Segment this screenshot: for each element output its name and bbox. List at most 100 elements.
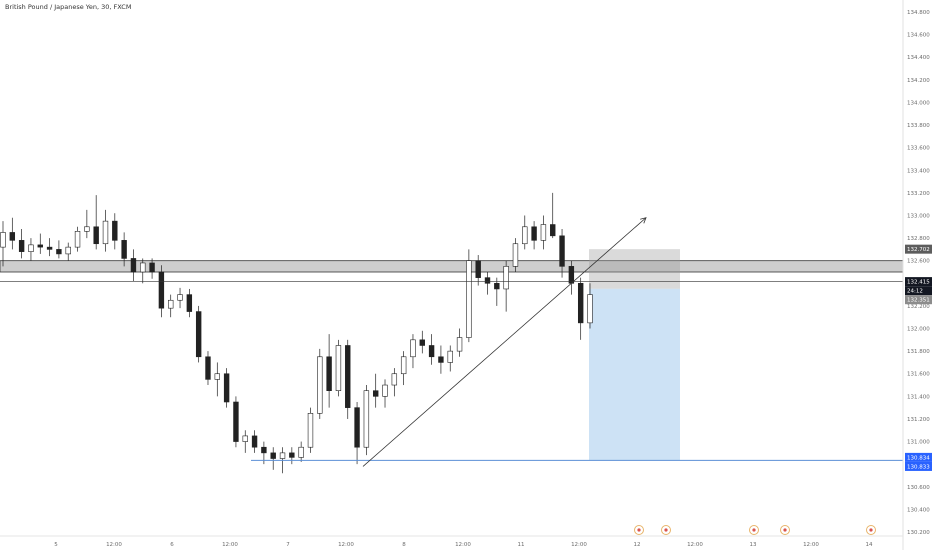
y-tick-label: 134.400	[907, 55, 930, 61]
candle	[168, 294, 174, 318]
y-tick-label: 131.000	[907, 440, 930, 446]
candle	[289, 447, 295, 465]
y-tick-label: 134.000	[907, 100, 930, 106]
x-tick-label: 12:00	[687, 542, 703, 548]
candle	[121, 232, 127, 267]
price-badge-label: 130.833	[907, 464, 930, 470]
x-tick-label: 14	[866, 542, 873, 548]
candle	[419, 330, 425, 354]
price-badge-label: 130.834	[907, 455, 930, 461]
y-tick-label: 133.600	[907, 146, 930, 152]
candle	[65, 242, 71, 261]
x-tick-label: 12:00	[106, 542, 122, 548]
price-badge	[905, 286, 932, 296]
candle	[270, 447, 276, 470]
candle	[9, 217, 16, 250]
y-tick-label: 133.400	[907, 168, 930, 174]
candle	[335, 339, 342, 397]
y-tick-label: 131.600	[907, 372, 930, 378]
candle	[28, 238, 34, 261]
y-tick-label: 133.800	[907, 123, 930, 129]
candle	[382, 379, 388, 408]
candle	[93, 195, 99, 250]
candle	[372, 373, 379, 408]
x-tick-label: 12:00	[571, 542, 587, 548]
candle	[363, 385, 370, 456]
candle	[410, 334, 416, 369]
candle	[475, 255, 481, 286]
price-badge	[905, 277, 932, 287]
event-icon	[634, 525, 644, 535]
candle	[326, 334, 332, 408]
candle	[354, 402, 360, 465]
y-tick-label: 131.400	[907, 394, 930, 400]
trendline	[362, 217, 647, 467]
candle	[307, 407, 314, 453]
y-tick-label: 134.800	[907, 10, 930, 16]
price-badge	[905, 461, 932, 471]
candle	[317, 348, 323, 419]
candle	[84, 209, 90, 239]
x-tick-label: 12	[634, 542, 641, 548]
candle	[205, 351, 211, 386]
y-tick-label: 132.200	[907, 304, 930, 310]
candle	[540, 215, 547, 250]
candle	[456, 328, 463, 357]
candle	[447, 345, 453, 372]
candle	[140, 258, 146, 284]
x-tick-label: 5	[54, 542, 58, 548]
candle	[195, 305, 202, 363]
candle	[428, 334, 435, 365]
candle	[512, 238, 519, 272]
candle	[0, 221, 6, 267]
candle	[494, 277, 500, 306]
candle	[18, 229, 25, 259]
position-risk-zone	[589, 249, 680, 289]
x-tick-label: 12:00	[338, 542, 354, 548]
price-badge-label: 132.351	[907, 298, 930, 304]
candle	[74, 226, 81, 252]
y-tick-label: 133.200	[907, 191, 930, 197]
x-tick-label: 11	[518, 542, 525, 548]
candle	[559, 229, 565, 278]
trendline-arrow	[640, 217, 647, 224]
y-tick-label: 134.200	[907, 78, 930, 84]
y-tick-label: 131.200	[907, 417, 930, 423]
event-icon	[866, 525, 876, 535]
y-tick-label: 132.000	[907, 327, 930, 333]
candle	[223, 368, 230, 408]
event-icon	[780, 525, 790, 535]
candle	[149, 258, 155, 279]
y-tick-label: 130.400	[907, 507, 930, 513]
candle	[37, 233, 43, 254]
x-tick-label: 12:00	[455, 542, 471, 548]
price-badge-label: 132.415	[907, 280, 930, 286]
price-badge-label: 132.702	[907, 247, 930, 253]
candle	[298, 441, 304, 462]
candle	[102, 209, 109, 252]
event-icon	[661, 525, 671, 535]
x-tick-label: 12:00	[222, 542, 238, 548]
candle	[503, 260, 509, 312]
y-tick-label: 132.800	[907, 236, 930, 242]
y-tick-label: 132.600	[907, 259, 930, 265]
x-tick-label: 13	[750, 542, 757, 548]
y-tick-label: 131.800	[907, 349, 930, 355]
x-tick-label: 6	[170, 542, 174, 548]
candle	[400, 351, 407, 386]
candle	[233, 396, 239, 448]
candle	[158, 265, 165, 318]
candle	[391, 368, 398, 397]
y-tick-label: 134.600	[907, 33, 930, 39]
candle	[177, 287, 183, 309]
y-tick-label: 133.000	[907, 213, 930, 219]
candle	[438, 345, 444, 374]
price-badge	[905, 244, 932, 254]
candle	[531, 221, 537, 250]
x-tick-label: 7	[286, 542, 290, 548]
price-badge	[905, 295, 932, 305]
candle	[112, 213, 118, 250]
x-tick-label: 8	[402, 542, 406, 548]
